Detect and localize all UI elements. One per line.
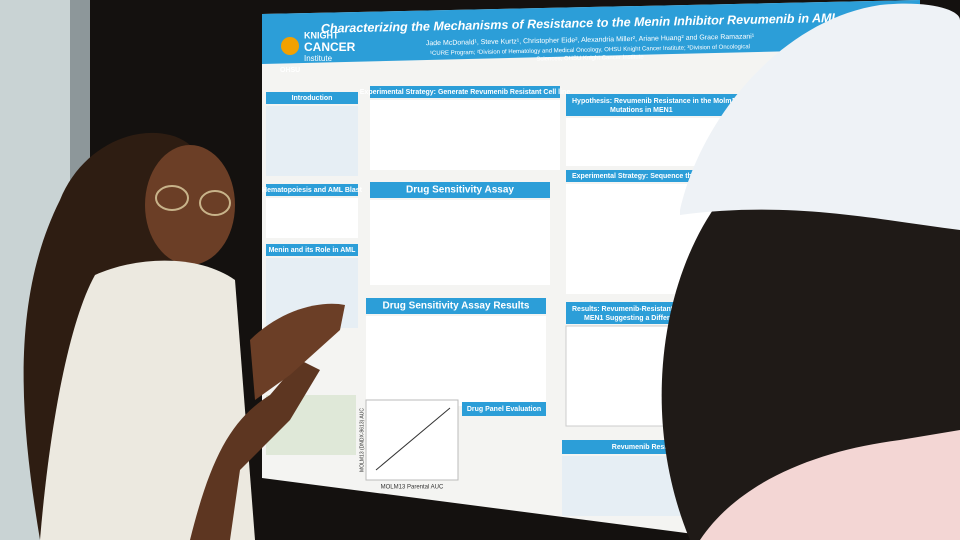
section-header — [266, 92, 358, 104]
cap — [680, 3, 960, 230]
section-title: Hypothesis: Revumenib Resistance in the … — [572, 98, 789, 105]
arm — [190, 360, 320, 540]
section-title: Menin and its Role in AML — [269, 247, 357, 254]
section-title: Revumenib Resistant Patient — [612, 444, 709, 451]
section-header — [366, 298, 546, 314]
glasses — [155, 185, 189, 211]
hands — [250, 303, 345, 400]
shirt — [40, 260, 255, 540]
section-title: Mutations in MEN1 — [610, 107, 673, 114]
poster-affiliation: Sciences, OHSU Knight Cancer Institute — [536, 54, 644, 62]
section-header — [266, 184, 358, 196]
poster-header — [262, 0, 920, 64]
face — [145, 145, 235, 265]
text-block — [266, 106, 358, 176]
section-title: Introduction — [292, 95, 333, 102]
axis-label: MOLM13 Parental AUC — [381, 485, 444, 491]
section-title: MEN1 Suggesting a Different Mechanism — [584, 315, 720, 322]
section-title: Drug Panel Evaluation — [467, 406, 541, 413]
section-header — [370, 182, 550, 198]
visitor-shirt — [700, 430, 960, 540]
section-title: Hematopoiesis and AML Blast — [262, 187, 363, 194]
logo-text: OHSU — [280, 67, 300, 74]
section-title: Experimental Strategy: Generate Revumeni… — [360, 89, 571, 96]
section-header — [266, 244, 358, 256]
figure — [370, 100, 560, 170]
section-title: Experimental Strategy: Sequence the MEN1… — [572, 173, 754, 180]
logo-text: KNIGHT — [304, 30, 339, 40]
axis-label: MOLM13 (DNDX-9613) AUC — [359, 408, 365, 472]
figure — [266, 198, 358, 238]
section-header — [462, 402, 546, 416]
glasses — [199, 190, 231, 216]
logo-text: CANCER — [304, 40, 356, 54]
section-header — [566, 94, 776, 116]
section-title: Drug Sensitivity Assay Results — [383, 301, 530, 312]
logo-mark — [281, 37, 299, 55]
section-title: Results: Revumenib-Resistant Molm13 Cell… — [572, 306, 745, 313]
diagonal — [375, 407, 451, 471]
figure — [370, 200, 550, 285]
logo-text: Institute — [304, 54, 333, 63]
section-header — [370, 86, 560, 98]
section-title: Drug Sensitivity Assay — [406, 185, 514, 196]
figure — [366, 316, 546, 406]
